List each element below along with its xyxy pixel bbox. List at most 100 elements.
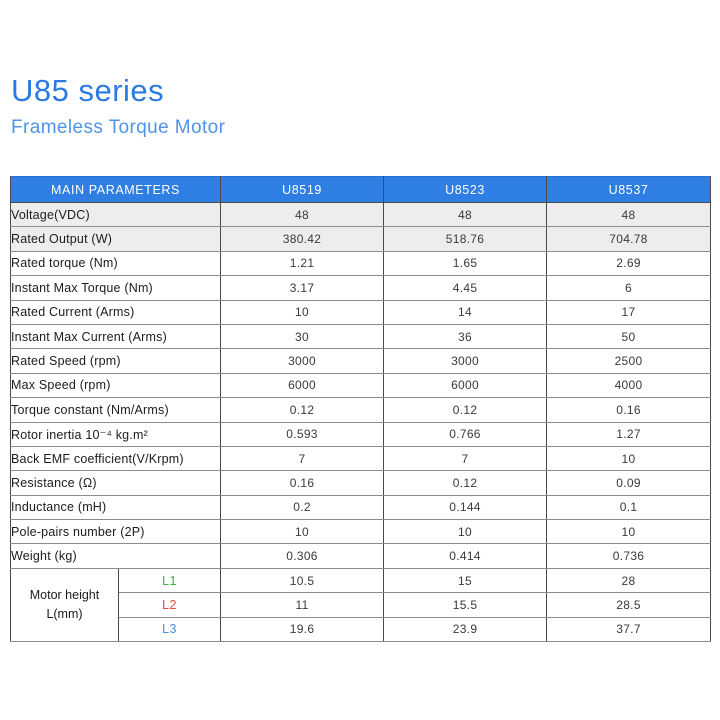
param-value: 1.65 [383,250,548,277]
param-value: 1.21 [220,250,385,277]
param-value: 10 [546,519,712,545]
param-label: Back EMF coefficient(V/Krpm) [9,445,222,472]
table-row: Torque constant (Nm/Arms) 0.12 0.12 0.16 [9,397,712,423]
param-label: Rotor inertia 10⁻⁴ kg.m² [9,421,222,447]
param-value: 2.69 [546,250,712,277]
motor-height-label-line1: Motor height [29,588,100,603]
table-row: Rated torque (Nm) 1.21 1.65 2.69 [9,250,712,277]
motor-height-value: 28.5 [546,592,712,618]
param-value: 50 [546,323,712,350]
param-label: Rated Speed (rpm) [9,348,222,374]
param-value: 4000 [546,372,712,399]
spec-table: MAIN PARAMETERS U8519 U8523 U8537 Voltage(VD… [9,176,712,643]
motor-height-sublabel-l2: L2 [117,592,222,618]
table-row: Instant Max Current (Arms) 30 36 50 [9,323,712,350]
param-value: 14 [383,299,548,325]
param-value: 10 [383,519,548,545]
param-value: 10 [220,519,385,545]
param-value: 17 [546,299,712,325]
param-value: 0.766 [383,421,548,447]
param-label: Torque constant (Nm/Arms) [9,397,222,423]
motor-height-value: 10.5 [220,567,385,594]
table-header-row: MAIN PARAMETERS U8519 U8523 U8537 [9,176,712,203]
param-value: 4.45 [383,275,548,301]
param-value: 0.16 [220,470,385,496]
param-value: 10 [546,445,712,472]
table-row: Resistance (Ω) 0.16 0.12 0.09 [9,470,712,496]
param-value: 0.306 [220,543,385,569]
param-value: 0.144 [383,494,548,521]
param-value: 7 [383,445,548,472]
table-row-motor-height: L2 11 15.5 28.5 [11,592,712,618]
param-value: 36 [383,323,548,350]
motor-height-label-line2: L(mm) [46,606,83,621]
table-row-motor-height: L3 19.6 23.9 37.7 [11,616,712,643]
motor-height-value: 19.6 [220,616,385,643]
table-row: Instant Max Torque (Nm) 3.17 4.45 6 [9,275,712,301]
param-value: 0.593 [220,421,385,447]
table-row: Rotor inertia 10⁻⁴ kg.m² 0.593 0.766 1.27 [9,421,712,447]
table-row: Weight (kg) 0.306 0.414 0.736 [9,543,712,569]
param-label: Inductance (mH) [9,494,222,521]
param-label: Rated Output (W) [9,226,222,252]
table-row-motor-height: Motor height L(mm) L1 10.5 15 28 [10,567,712,643]
param-value: 0.1 [546,494,712,521]
param-label: Instant Max Torque (Nm) [9,275,222,301]
param-label: Resistance (Ω) [9,470,222,496]
param-value: 48 [220,201,385,228]
param-value: 518.76 [383,226,548,252]
param-value: 10 [220,299,385,325]
motor-height-sublabel-l3: L3 [117,616,222,643]
param-value: 6 [546,275,712,301]
param-label: Instant Max Current (Arms) [9,323,222,350]
param-label: Max Speed (rpm) [9,372,222,399]
param-value: 0.12 [220,397,385,423]
param-value: 6000 [220,372,385,399]
param-value: 0.12 [383,397,548,423]
param-value: 704.78 [546,226,712,252]
param-value: 2500 [546,348,712,374]
param-label: Voltage(VDC) [9,201,222,228]
param-label: Rated Current (Arms) [9,299,222,325]
header-model-u8537: U8537 [546,176,712,203]
param-value: 0.09 [546,470,712,496]
table-row: Rated Speed (rpm) 3000 3000 2500 [9,348,712,374]
table-row: Rated Current (Arms) 10 14 17 [9,299,712,325]
table-row: Inductance (mH) 0.2 0.144 0.1 [9,494,712,521]
header-main-parameters: MAIN PARAMETERS [9,176,222,203]
table-row: Voltage(VDC) 48 48 48 [9,201,712,228]
motor-height-sublabel-l1: L1 [117,567,222,594]
motor-height-value: 11 [220,592,385,618]
param-value: 0.414 [383,543,548,569]
motor-height-value: 15 [383,567,548,594]
param-value: 3000 [383,348,548,374]
param-value: 3000 [220,348,385,374]
param-value: 7 [220,445,385,472]
table-row: Back EMF coefficient(V/Krpm) 7 7 10 [9,445,712,472]
param-value: 0.12 [383,470,548,496]
param-value: 48 [546,201,712,228]
param-value: 0.16 [546,397,712,423]
param-value: 30 [220,323,385,350]
param-value: 1.27 [546,421,712,447]
page-title: U85 series [11,73,165,108]
param-value: 0.2 [220,494,385,521]
table-row: Rated Output (W) 380.42 518.76 704.78 [9,226,712,252]
param-value: 6000 [383,372,548,399]
header-model-u8519: U8519 [220,176,385,203]
param-value: 380.42 [220,226,385,252]
param-label: Pole-pairs number (2P) [9,519,222,545]
motor-height-value: 15.5 [383,592,548,618]
motor-height-value: 23.9 [383,616,548,643]
motor-height-label: Motor height L(mm) [10,567,119,643]
param-value: 48 [383,201,548,228]
param-label: Rated torque (Nm) [9,250,222,277]
table-row: Max Speed (rpm) 6000 6000 4000 [9,372,712,399]
header-model-u8523: U8523 [383,176,548,203]
page-subtitle: Frameless Torque Motor [11,117,226,139]
motor-height-value: 28 [546,567,712,594]
table-row: Pole-pairs number (2P) 10 10 10 [9,519,712,545]
param-value: 3.17 [220,275,385,301]
param-value: 0.736 [546,543,712,569]
